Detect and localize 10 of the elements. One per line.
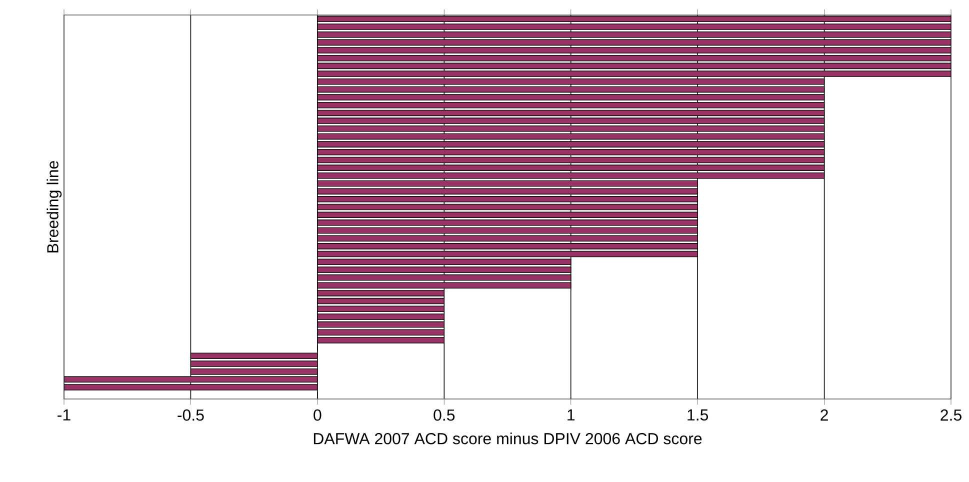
x-tick-label: -1 [58, 409, 70, 420]
x-tick-label: 2 [820, 409, 828, 421]
x-tick-label: 1.5 [688, 409, 708, 421]
x-tick-label: 0.5 [434, 409, 455, 421]
y-axis-title: Breeding line [46, 161, 62, 252]
x-axis-title: DAFWA 2007 ACD score minus DPIV 2006 ACD score [314, 432, 702, 444]
x-tick-label: 0 [314, 409, 322, 421]
x-tick-label: 1 [568, 409, 575, 420]
x-tick-label: 2.5 [940, 409, 962, 421]
x-tick-label: -0.5 [178, 409, 204, 421]
